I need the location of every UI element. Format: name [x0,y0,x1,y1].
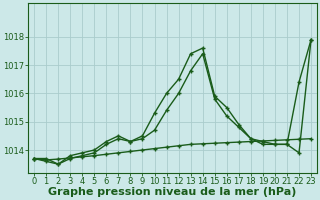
X-axis label: Graphe pression niveau de la mer (hPa): Graphe pression niveau de la mer (hPa) [48,187,297,197]
